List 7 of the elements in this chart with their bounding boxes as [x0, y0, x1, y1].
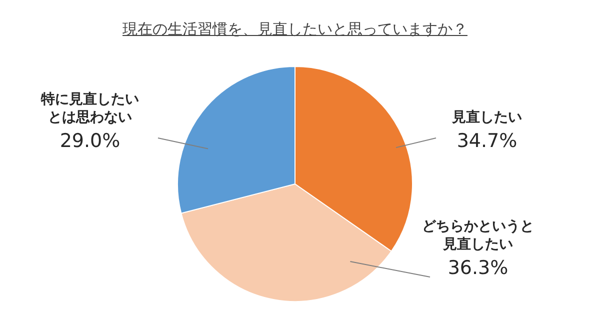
data-label: 36.3% — [448, 256, 508, 279]
data-label: 29.0% — [60, 130, 120, 152]
slice-label: 特に見直したいとは思わない — [40, 92, 139, 126]
slice-label: どちらかというと見直したい — [422, 218, 534, 253]
slice-label: 見直したい — [451, 110, 522, 126]
data-label: 34.7% — [456, 130, 518, 152]
chart-title: 現在の生活習慣を、見直したいと思っていますか？ — [122, 20, 468, 39]
